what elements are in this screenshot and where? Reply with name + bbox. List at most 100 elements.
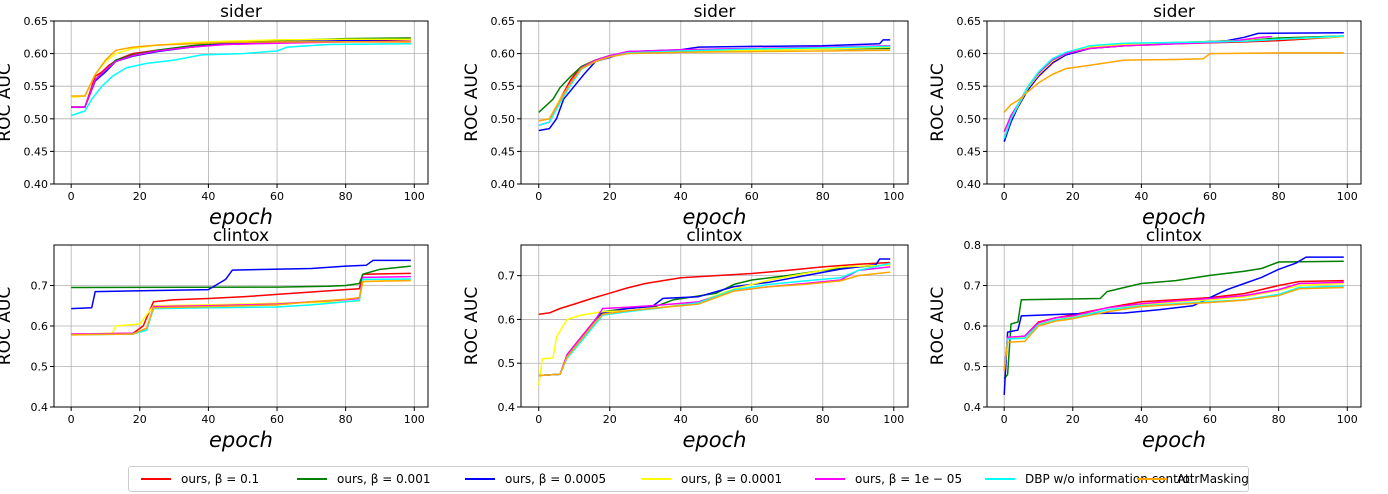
series-line: [1003, 52, 1344, 113]
x-tick-label: 80: [816, 413, 830, 426]
series-line: [71, 272, 411, 335]
y-axis-label: ROC AUC: [928, 63, 948, 141]
x-tick-label: 0: [535, 413, 542, 426]
chart-title: sider: [1153, 2, 1195, 22]
x-tick-label: 20: [133, 413, 147, 426]
chart-panel: 0 20 40 60 80 100 0.4 0.5 0.6 0.7 0.8 clintox epoch R…: [928, 226, 1362, 452]
series-line: [70, 43, 411, 117]
series-line: [71, 38, 411, 99]
x-tick-label: 80: [1272, 413, 1286, 426]
legend-label: AttrMasking: [1177, 472, 1249, 486]
series-line: [1003, 35, 1344, 142]
y-tick-label: 0.45: [491, 145, 516, 158]
axes-frame: [520, 244, 909, 408]
x-tick-label: 100: [1337, 190, 1358, 203]
series-line: [71, 41, 411, 108]
x-tick-label: 60: [745, 413, 759, 426]
x-axis-label: epoch: [1142, 428, 1206, 452]
legend-entry: AttrMasking: [1137, 467, 1249, 491]
axes-frame: [986, 20, 1362, 185]
legend-entry: ours, β = 0.0005: [465, 467, 606, 491]
x-tick-label: 20: [1066, 190, 1080, 203]
x-tick-label: 0: [535, 190, 542, 203]
legend-swatch: [141, 478, 171, 480]
y-tick-label: 0.5: [964, 361, 982, 374]
x-tick-label: 40: [674, 190, 688, 203]
series-line: [1003, 285, 1344, 371]
x-tick-label: 80: [816, 190, 830, 203]
x-axis-label: epoch: [209, 428, 273, 452]
series-line: [71, 279, 411, 336]
y-tick-label: 0.40: [491, 178, 516, 191]
x-axis-label: epoch: [1142, 205, 1206, 229]
chart-title: sider: [220, 2, 262, 22]
y-tick-label: 0.7: [964, 280, 982, 293]
x-tick-label: 80: [339, 190, 353, 203]
series-line: [538, 271, 891, 377]
legend-swatch: [641, 478, 671, 480]
y-tick-label: 0.50: [24, 113, 49, 126]
x-axis-label: epoch: [683, 428, 747, 452]
x-tick-label: 80: [1272, 190, 1286, 203]
legend-entry: ours, β = 0.001: [297, 467, 430, 491]
chart-panel: 0 20 40 60 80 100 0.40 0.45 0.50 0.55 0.60 0.65 side…: [0, 2, 429, 229]
x-tick-label: 100: [1337, 413, 1358, 426]
x-tick-label: 0: [68, 190, 75, 203]
chart-panel: 0 20 40 60 80 100 0.40 0.45 0.50 0.55 0.60 0.65 side…: [928, 2, 1362, 229]
legend-label: ours, β = 0.0001: [681, 472, 783, 486]
legend-entry: ours, β = 1e − 05: [815, 467, 962, 491]
x-tick-label: 40: [201, 413, 215, 426]
y-tick-label: 0.6: [964, 320, 982, 333]
series-line: [1003, 260, 1344, 380]
x-tick-label: 100: [404, 190, 425, 203]
x-tick-label: 20: [603, 190, 617, 203]
y-tick-label: 0.8: [964, 239, 982, 252]
y-tick-label: 0.5: [31, 361, 49, 374]
series-line: [1003, 282, 1344, 371]
legend-entry: ours, β = 0.1: [141, 467, 259, 491]
y-tick-label: 0.4: [498, 401, 516, 414]
x-tick-label: 20: [603, 413, 617, 426]
legend-label: ours, β = 0.001: [337, 472, 431, 486]
axes-frame: [520, 20, 909, 185]
y-axis-label: ROC AUC: [0, 63, 15, 141]
series-line: [1003, 35, 1272, 133]
y-tick-label: 0.55: [24, 80, 49, 93]
legend-swatch: [1137, 478, 1167, 480]
series-line: [538, 45, 891, 127]
y-tick-label: 0.55: [491, 80, 516, 93]
chart-panel: 0 20 40 60 80 100 0.4 0.5 0.6 0.7 clintox epoch ROC …: [0, 226, 429, 452]
x-tick-label: 0: [68, 413, 75, 426]
x-tick-label: 100: [883, 413, 904, 426]
x-tick-label: 0: [1001, 413, 1008, 426]
y-tick-label: 0.6: [498, 313, 516, 326]
legend-entry: DBP w/o information control: [985, 467, 1193, 491]
x-tick-label: 60: [1203, 190, 1217, 203]
series-line: [538, 258, 891, 377]
y-tick-label: 0.40: [957, 178, 982, 191]
chart-panel: 0 20 40 60 80 100 0.4 0.5 0.6 0.7 clintox epoch ROC …: [462, 226, 909, 452]
legend-swatch: [297, 478, 327, 480]
series-line: [538, 47, 891, 113]
chart-panel: 0 20 40 60 80 100 0.40 0.45 0.50 0.55 0.60 0.65 side…: [462, 2, 909, 229]
legend: ours, β = 0.1 ours, β = 0.001 ours, β = …: [128, 466, 1249, 492]
axes-frame: [53, 20, 429, 185]
x-axis-label: epoch: [209, 205, 273, 229]
legend-label: ours, β = 0.0005: [505, 472, 607, 486]
legend-entry: ours, β = 0.0001: [641, 467, 782, 491]
y-axis-label: ROC AUC: [462, 287, 482, 365]
y-tick-label: 0.4: [964, 401, 982, 414]
y-tick-label: 0.50: [491, 113, 516, 126]
chart-title: sider: [694, 2, 736, 22]
y-axis-label: ROC AUC: [928, 287, 948, 365]
x-tick-label: 100: [883, 190, 904, 203]
series-line: [538, 49, 891, 122]
y-tick-label: 0.65: [957, 15, 982, 28]
y-tick-label: 0.6: [31, 320, 49, 333]
x-tick-label: 60: [270, 190, 284, 203]
chart-title: clintox: [213, 226, 269, 246]
series-line: [1003, 35, 1344, 139]
x-tick-label: 60: [745, 190, 759, 203]
chart-title: clintox: [686, 226, 742, 246]
